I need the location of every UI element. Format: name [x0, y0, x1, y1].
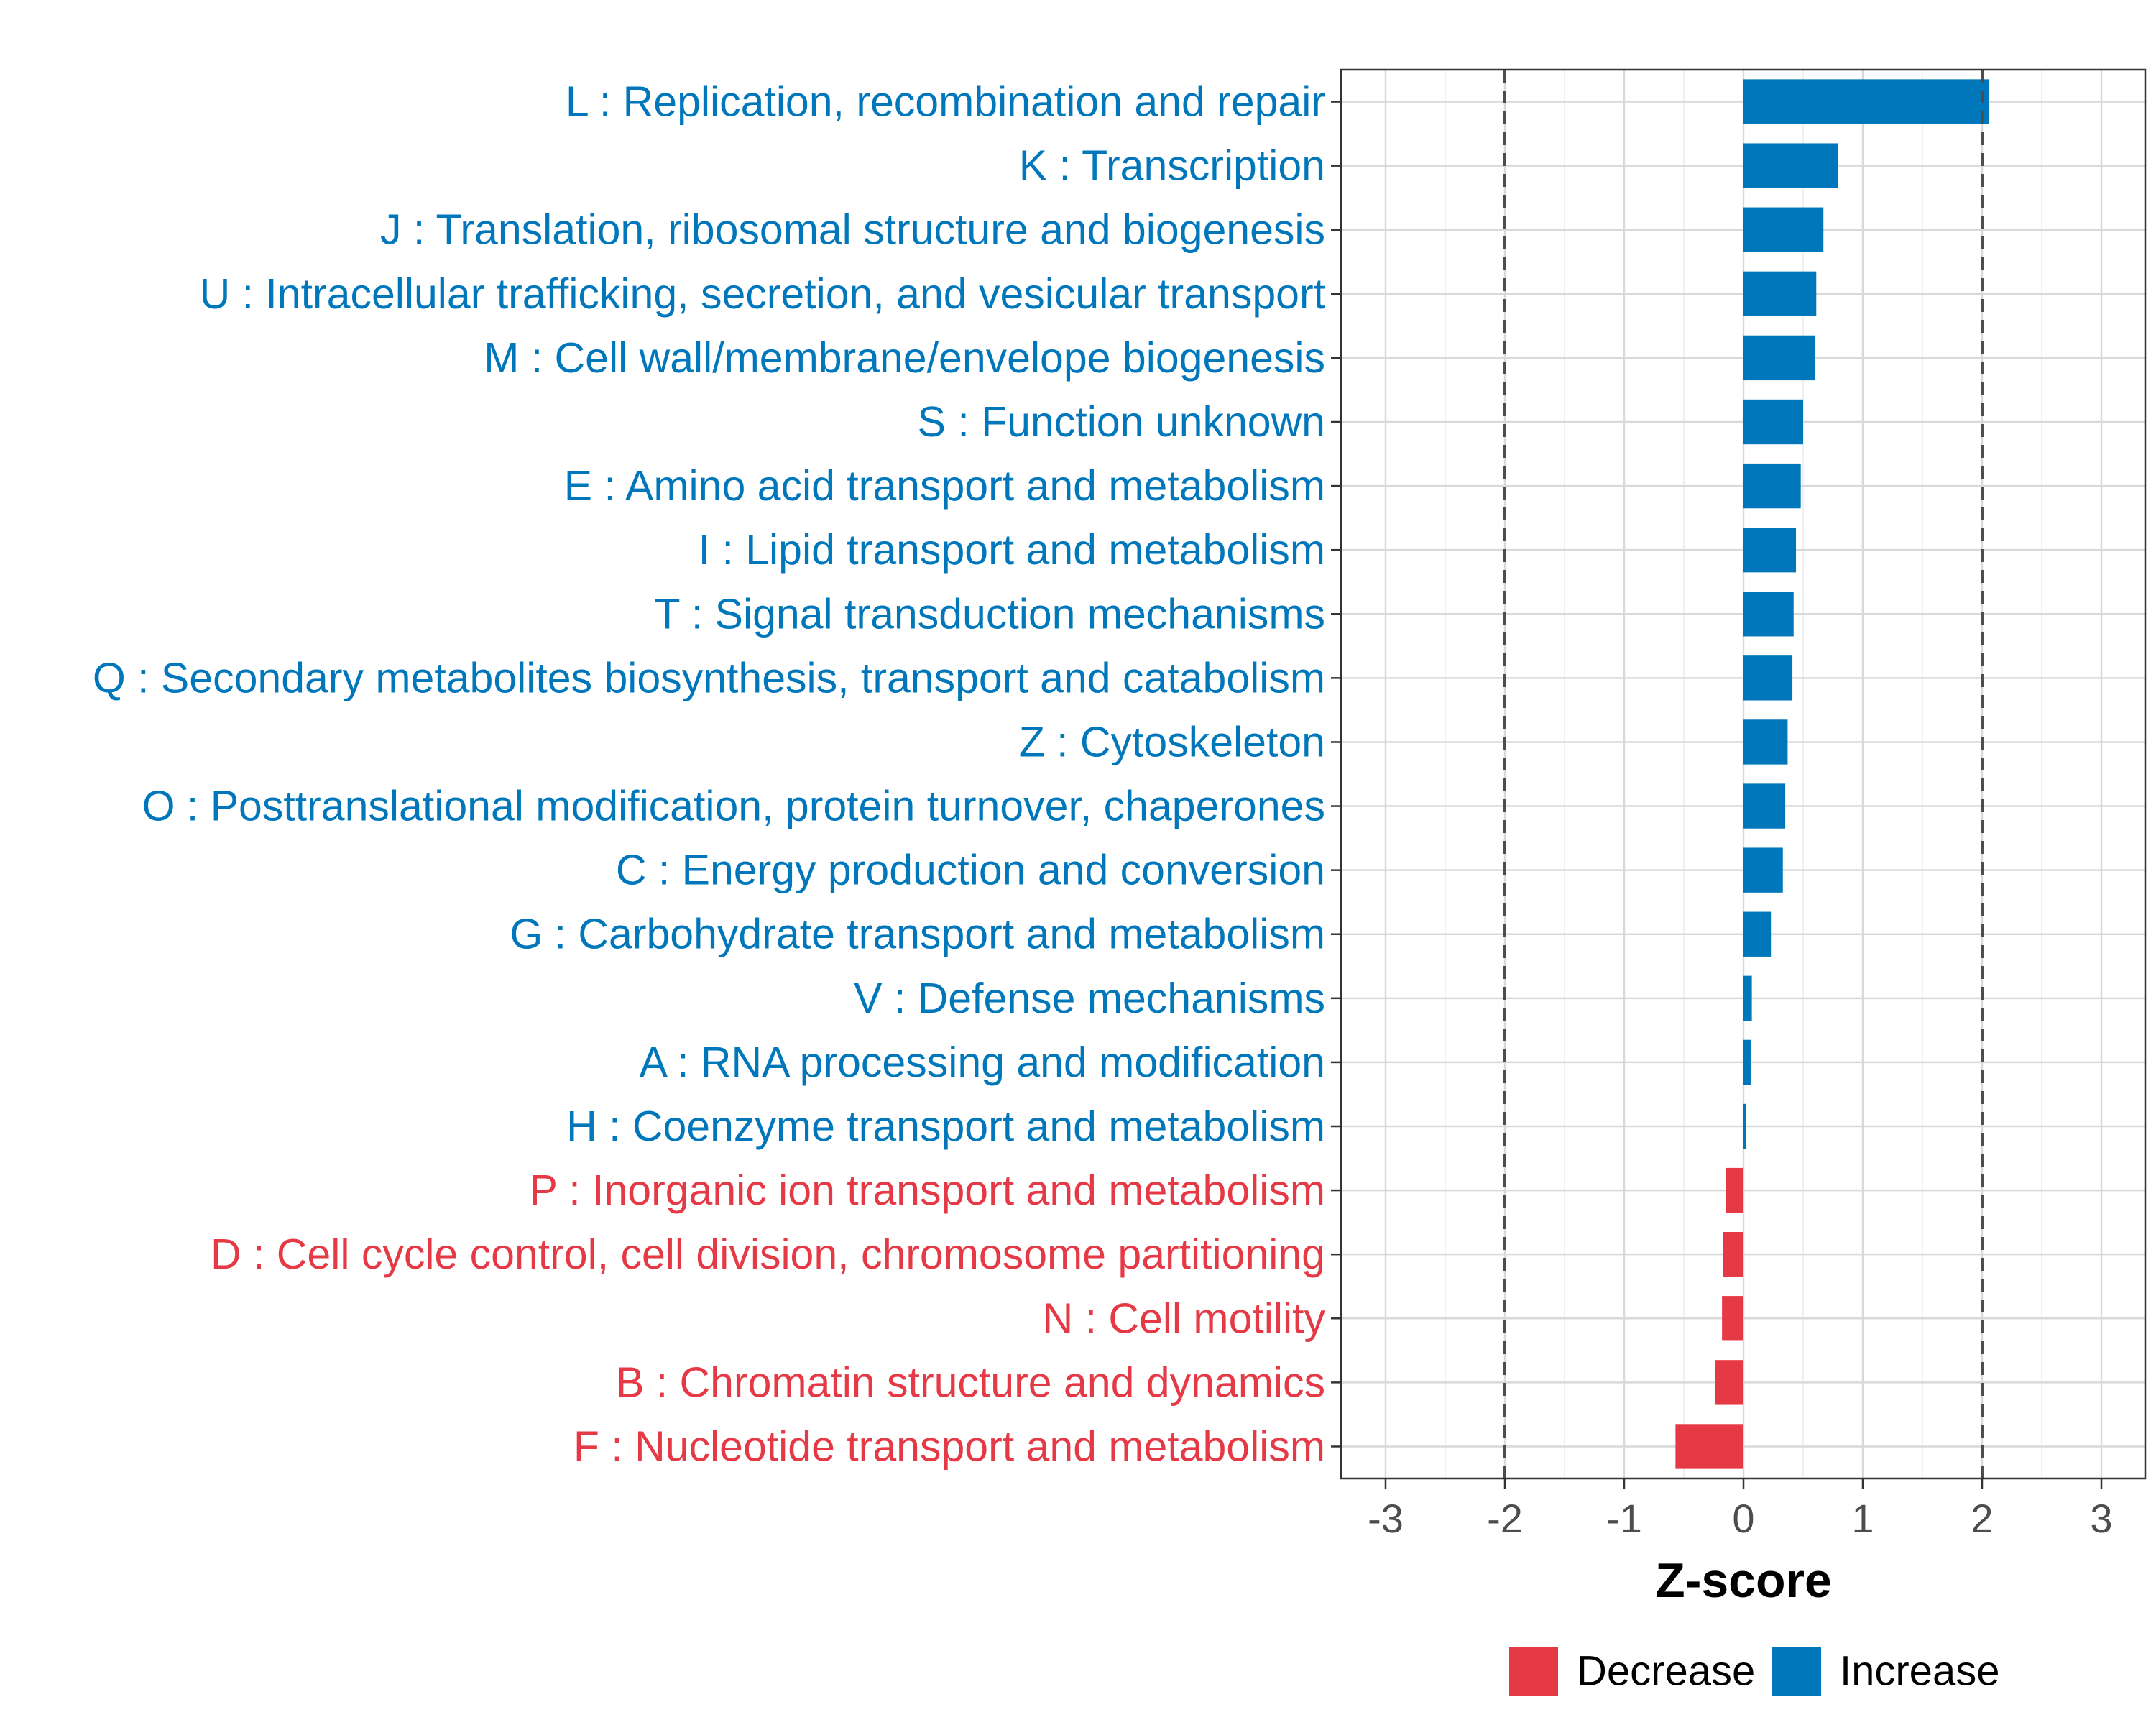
bar: [1743, 207, 1824, 252]
x-tick-label: 0: [1732, 1496, 1754, 1541]
bar: [1743, 592, 1794, 637]
bar: [1743, 719, 1788, 765]
category-label: H : Coenzyme transport and metabolism: [566, 1103, 1325, 1150]
category-labels: L : Replication, recombination and repai…: [93, 78, 1326, 1471]
category-label: U : Intracellular trafficking, secretion…: [200, 270, 1325, 318]
reference-lines: [1503, 70, 1984, 1478]
category-label: M : Cell wall/membrane/envelope biogenes…: [484, 334, 1325, 382]
category-label: S : Function unknown: [918, 398, 1325, 446]
bar: [1722, 1296, 1743, 1341]
bar: [1743, 79, 1989, 124]
bars: [1675, 79, 1989, 1469]
bar: [1743, 143, 1838, 188]
bar: [1743, 1103, 1746, 1149]
x-tick-label: -3: [1368, 1496, 1404, 1541]
category-label: B : Chromatin structure and dynamics: [616, 1358, 1325, 1406]
legend-swatch-decrease: [1509, 1647, 1558, 1696]
legend-label-increase: Increase: [1840, 1648, 1999, 1695]
x-tick-labels: -3 -2 -1 0 1 2 3: [1368, 1496, 2112, 1541]
bar: [1743, 463, 1801, 509]
category-label: F : Nucleotide transport and metabolism: [573, 1422, 1325, 1470]
x-tick-label: 1: [1851, 1496, 1874, 1541]
x-axis-title: Z-score: [1655, 1553, 1832, 1608]
category-label: L : Replication, recombination and repai…: [566, 78, 1325, 126]
category-label: E : Amino acid transport and metabolism: [564, 462, 1325, 510]
bar: [1723, 1232, 1743, 1277]
x-tick-label: 3: [2090, 1496, 2112, 1541]
category-label: O : Posttranslational modification, prot…: [142, 783, 1325, 830]
category-label: J : Translation, ribosomal structure and…: [380, 206, 1325, 254]
bar: [1743, 911, 1772, 957]
bar: [1726, 1167, 1743, 1213]
axis-ticks: [1331, 101, 2103, 1489]
bar: [1675, 1424, 1743, 1469]
bar: [1743, 528, 1797, 573]
bar: [1743, 975, 1752, 1021]
category-label: K : Transcription: [1019, 142, 1325, 190]
bar: [1743, 783, 1786, 829]
bar: [1743, 271, 1817, 316]
category-label: C : Energy production and conversion: [616, 847, 1325, 894]
category-label: I : Lipid transport and metabolism: [699, 526, 1325, 574]
x-tick-label: -1: [1606, 1496, 1642, 1541]
x-tick-label: -2: [1487, 1496, 1523, 1541]
category-label: D : Cell cycle control, cell division, c…: [211, 1230, 1325, 1278]
x-tick-label: 2: [1971, 1496, 1993, 1541]
category-label: Z : Cytoskeleton: [1019, 718, 1325, 765]
legend: Decrease Increase: [1509, 1647, 1999, 1696]
category-label: Q : Secondary metabolites biosynthesis, …: [93, 654, 1325, 702]
legend-swatch-increase: [1772, 1647, 1821, 1696]
category-label: G : Carbohydrate transport and metabolis…: [510, 911, 1325, 958]
bar: [1715, 1360, 1743, 1405]
category-label: N : Cell motility: [1043, 1294, 1326, 1342]
category-label: A : RNA processing and modification: [640, 1039, 1325, 1086]
bar: [1743, 335, 1815, 381]
bar: [1743, 656, 1793, 701]
bar: [1743, 399, 1803, 445]
category-label: V : Defense mechanisms: [854, 975, 1325, 1022]
legend-label-decrease: Decrease: [1577, 1648, 1755, 1695]
category-label: T : Signal transduction mechanisms: [654, 590, 1325, 638]
bar: [1743, 1039, 1751, 1085]
category-label: P : Inorganic ion transport and metaboli…: [530, 1167, 1325, 1214]
bar: [1743, 847, 1783, 893]
